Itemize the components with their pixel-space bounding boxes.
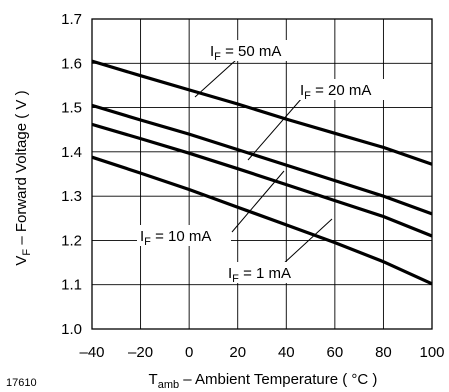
y-axis-title-main: V	[13, 256, 30, 266]
series-line-1ma	[91, 155, 433, 286]
x-tick-label: 60	[327, 344, 344, 361]
y-axis-title-rest: – Forward Voltage ( V )	[13, 90, 30, 248]
series-label-50ma: IF = 50 mA	[210, 43, 281, 63]
series-label-10ma: IF = 10 mA	[140, 228, 211, 248]
y-tick-labels: 1.0 1.1 1.2 1.3 1.4 1.5 1.6 1.7	[61, 11, 82, 338]
y-tick-label: 1.5	[61, 100, 82, 117]
series-label-1ma: IF = 1 mA	[228, 265, 291, 285]
y-tick-label: 1.3	[61, 188, 82, 205]
series-leader-line	[247, 97, 303, 161]
series-label-20ma: IF = 20 mA	[300, 82, 371, 102]
series-label-background	[225, 262, 319, 283]
series-line-20ma	[91, 103, 433, 216]
x-tick-label: 20	[229, 344, 246, 361]
y-tick-label: 1.0	[61, 321, 82, 338]
series-label-background	[297, 79, 391, 100]
x-tick-label: –40	[79, 344, 104, 361]
series-layer	[91, 59, 433, 286]
y-axis-title-sub: F	[21, 249, 33, 256]
x-axis-title-main: T	[149, 371, 158, 388]
series-leader-line	[231, 170, 285, 233]
y-tick-label: 1.2	[61, 232, 82, 249]
y-tick-label: 1.1	[61, 277, 82, 294]
series-leader-line	[281, 218, 333, 266]
x-tick-label: 40	[278, 344, 295, 361]
x-axis-title-sub: amb	[158, 379, 179, 391]
x-tick-label: –20	[128, 344, 153, 361]
plot-frame	[91, 18, 433, 330]
y-tick-label: 1.4	[61, 144, 82, 161]
y-tick-label: 1.6	[61, 55, 82, 72]
x-tick-labels: –40 –20 0 20 40 60 80 100	[79, 344, 444, 361]
x-tick-label: 0	[185, 344, 193, 361]
figure-id: 17610	[6, 377, 37, 389]
y-tick-label: 1.7	[61, 11, 82, 28]
series-label-background	[207, 40, 301, 61]
callout-layer: IF = 50 mA IF = 20 mA IF = 10 mA IF = 1 mA	[137, 40, 391, 285]
x-tick-label: 100	[419, 344, 444, 361]
y-axis-title: VF – Forward Voltage ( V )	[13, 90, 33, 265]
x-axis-title-rest: – Ambient Temperature ( °C )	[179, 371, 377, 388]
series-line-50ma	[91, 59, 433, 166]
series-leader-line	[194, 59, 237, 98]
x-tick-label: 80	[375, 344, 392, 361]
series-label-background	[137, 225, 231, 246]
series-line-10ma	[91, 122, 433, 238]
x-axis-title: Tamb – Ambient Temperature ( °C )	[149, 371, 378, 391]
